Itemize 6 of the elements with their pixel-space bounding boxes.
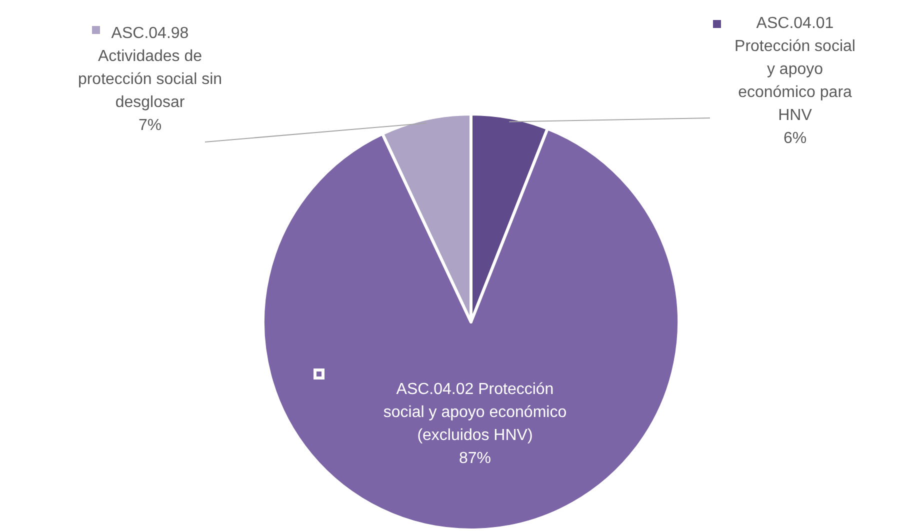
data-label: 87% bbox=[458, 450, 492, 467]
legend-label: ASC.04.98 Actividades de protección social sin desglosar bbox=[78, 25, 222, 111]
data-label: 7% bbox=[138, 117, 162, 134]
legend-label: ASC.04.01 Protección social y apoyo económico para HNV bbox=[734, 15, 856, 124]
slice-label: ASC.04.02 Protección social y apoyo económico (excluidos HNV) bbox=[383, 381, 567, 444]
data-label: 6% bbox=[783, 130, 807, 147]
